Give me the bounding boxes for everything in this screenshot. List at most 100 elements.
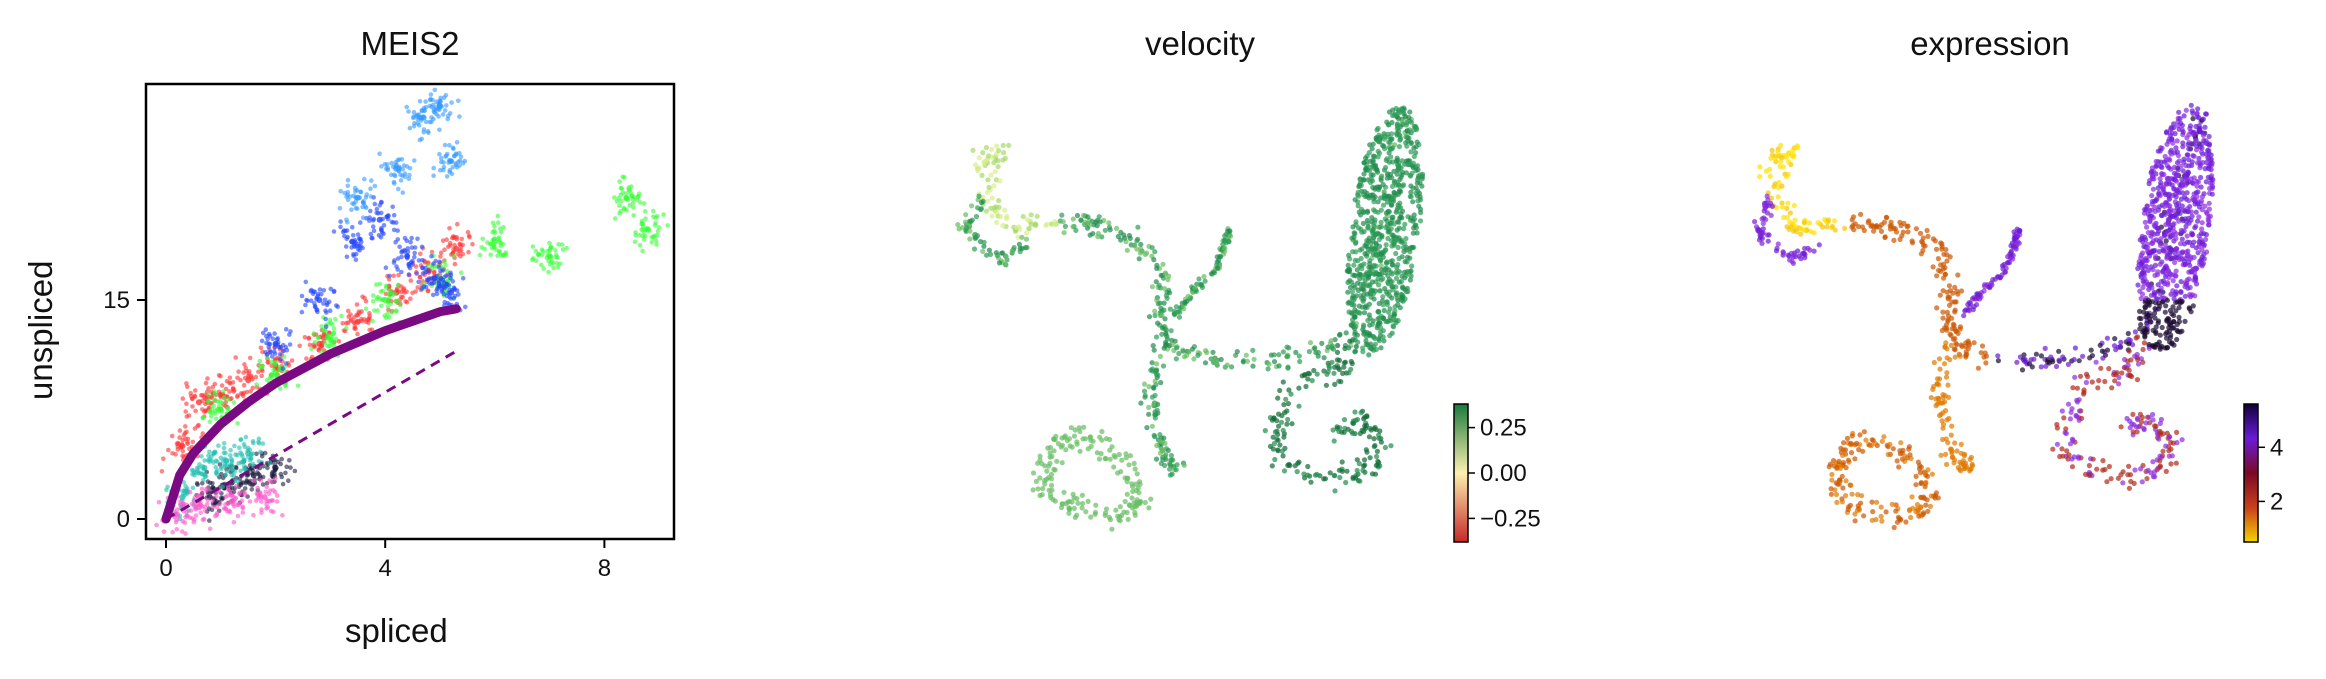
cell-point	[2157, 261, 2163, 267]
cell-point	[1786, 150, 1792, 156]
cell-point	[988, 172, 994, 178]
data-point	[203, 408, 209, 414]
cell-point	[1350, 293, 1356, 299]
cell-point	[1202, 360, 1209, 366]
data-point	[231, 400, 237, 405]
cell-point	[1353, 249, 1359, 255]
cell-point	[1357, 430, 1363, 437]
data-point	[640, 225, 646, 231]
data-point	[382, 162, 388, 167]
cell-point	[1760, 220, 1766, 227]
cell-point	[2158, 285, 2164, 291]
cell-point	[1353, 417, 1359, 424]
data-point	[238, 437, 244, 442]
cell-point	[980, 150, 986, 156]
cell-point	[1399, 239, 1405, 245]
cell-point	[1951, 322, 1957, 329]
cell-point	[1855, 492, 1861, 498]
cell-point	[1028, 221, 1034, 227]
cell-point	[1345, 289, 1351, 295]
cell-point	[1152, 308, 1158, 314]
data-point	[620, 174, 625, 180]
cell-point	[1874, 499, 1880, 505]
cell-point	[1306, 371, 1312, 377]
velocity-embedding	[955, 105, 1426, 532]
cell-point	[1893, 502, 1899, 508]
cell-point	[1035, 486, 1041, 492]
data-point	[241, 441, 247, 447]
cell-point	[1777, 163, 1783, 170]
cell-point	[1157, 450, 1164, 456]
data-point	[213, 458, 219, 464]
cell-point	[1995, 358, 2001, 364]
data-point	[551, 265, 556, 271]
data-point	[559, 242, 565, 247]
cell-point	[1383, 164, 1389, 171]
data-point	[220, 400, 225, 406]
fit-lines	[161, 304, 461, 524]
data-point	[409, 235, 415, 241]
cell-point	[1162, 462, 1168, 469]
cell-point	[1856, 447, 1862, 453]
data-point	[347, 194, 353, 199]
cell-point	[1405, 289, 1411, 295]
cell-point	[1066, 436, 1072, 442]
data-point	[331, 229, 337, 234]
cell-point	[1769, 147, 1775, 153]
cell-point	[2074, 385, 2080, 391]
cell-point	[1824, 224, 1830, 230]
cell-point	[1009, 248, 1015, 254]
cell-point	[2171, 170, 2178, 176]
data-point	[530, 244, 536, 249]
cell-point	[1079, 505, 1085, 511]
cell-point	[1107, 456, 1113, 462]
data-point	[416, 258, 422, 263]
data-point	[272, 457, 278, 463]
data-point	[220, 389, 226, 395]
data-point	[278, 356, 283, 362]
data-point	[405, 255, 410, 261]
cell-point	[1408, 183, 1414, 189]
cell-point	[1383, 265, 1389, 271]
cell-point	[973, 213, 980, 220]
cell-point	[989, 195, 995, 201]
cell-point	[1129, 481, 1135, 487]
cell-point	[1954, 448, 1960, 454]
cell-point	[1373, 269, 1379, 275]
data-point	[388, 290, 393, 295]
cell-point	[1365, 225, 1371, 231]
data-point	[245, 445, 251, 451]
cell-point	[1305, 376, 1311, 382]
cell-point	[2199, 159, 2206, 166]
data-point	[374, 210, 380, 216]
data-point	[295, 383, 301, 389]
data-point	[380, 297, 386, 302]
data-point	[451, 296, 457, 301]
cell-point	[2165, 282, 2171, 288]
data-point	[200, 464, 205, 469]
cell-point	[2173, 268, 2179, 274]
cell-point	[2050, 359, 2056, 365]
cell-point	[1376, 315, 1382, 321]
expression-embedding	[1752, 102, 2216, 531]
cell-point	[969, 217, 975, 223]
data-point	[431, 280, 437, 286]
cell-point	[1066, 498, 1073, 504]
data-point	[460, 276, 466, 281]
cell-point	[1380, 294, 1386, 300]
cell-point	[985, 177, 991, 183]
cell-point	[1378, 177, 1384, 183]
cell-point	[970, 147, 976, 153]
cell-point	[2131, 480, 2137, 486]
cell-point	[1315, 353, 1321, 359]
cell-point	[1901, 220, 1907, 226]
data-point	[345, 183, 351, 189]
cell-point	[1138, 241, 1144, 248]
cell-point	[1383, 210, 1389, 216]
cell-point	[2173, 273, 2179, 279]
cell-point	[2008, 248, 2014, 254]
cell-point	[2207, 185, 2213, 192]
data-point	[385, 213, 391, 218]
data-point	[407, 265, 413, 271]
data-point	[480, 236, 486, 242]
